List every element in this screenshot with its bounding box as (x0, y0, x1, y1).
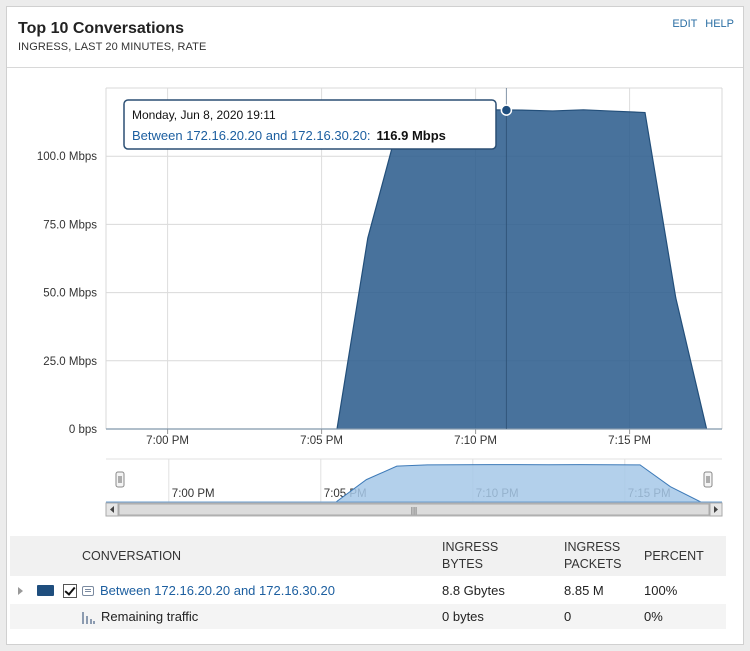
help-link[interactable]: HELP (705, 18, 734, 30)
x-tick-label: 7:05 PM (300, 435, 343, 447)
tooltip-value: 116.9 Mbps (377, 128, 446, 143)
header-links: EDIT HELP (667, 18, 734, 30)
col-ingress-bytes[interactable]: INGRESS BYTES (442, 536, 564, 576)
table-row: Remaining traffic 0 bytes 0 0% (10, 604, 726, 629)
conversations-table: CONVERSATION INGRESS BYTES INGRESS PACKE… (10, 536, 726, 629)
scrollbar-thumb[interactable] (118, 503, 710, 516)
widget-header: Top 10 Conversations INGRESS, LAST 20 MI… (7, 7, 743, 68)
cell-packets: 8.85 M (564, 582, 604, 598)
tooltip-date: Monday, Jun 8, 2020 19:11 (132, 108, 276, 122)
navigator-right-handle[interactable] (703, 471, 713, 488)
tooltip-series-label: Between 172.16.20.20 and 172.16.30.20: (132, 128, 371, 143)
cell-packets: 0 (564, 604, 644, 629)
widget-subtitle: INGRESS, LAST 20 MINUTES, RATE (18, 41, 207, 53)
remaining-traffic-icon (82, 611, 95, 624)
col-ingress-bytes-line2: BYTES (442, 557, 483, 571)
y-tick-label: 100.0 Mbps (37, 151, 97, 163)
scroll-left-arrow-icon (110, 506, 114, 513)
navigator-tick-label: 7:00 PM (172, 488, 215, 500)
y-tick-label: 0 bps (69, 424, 97, 436)
y-tick-label: 75.0 Mbps (43, 219, 97, 231)
series-color-swatch (36, 585, 54, 597)
table-header-row: CONVERSATION INGRESS BYTES INGRESS PACKE… (10, 536, 726, 576)
y-tick-label: 25.0 Mbps (43, 356, 97, 368)
expand-icon[interactable] (18, 586, 23, 595)
col-ingress-packets-line1: INGRESS (564, 540, 621, 554)
x-tick-label: 7:00 PM (146, 435, 189, 447)
navigator-area (108, 464, 716, 503)
edit-link[interactable]: EDIT (672, 18, 698, 30)
hover-point[interactable] (500, 104, 513, 116)
series-area[interactable] (106, 109, 722, 430)
scrollbar-grip-icon: ||| (411, 506, 417, 515)
navigator-left-handle[interactable] (115, 471, 125, 488)
x-tick-label: 7:15 PM (608, 435, 651, 447)
y-tick-label: 50.0 Mbps (43, 288, 97, 300)
widget-title: Top 10 Conversations (18, 20, 184, 37)
col-percent[interactable]: PERCENT (644, 536, 726, 576)
cell-bytes: 8.8 Gbytes (442, 582, 505, 598)
col-ingress-packets[interactable]: INGRESS PACKETS (564, 536, 644, 576)
col-ingress-packets-line2: PACKETS (564, 557, 622, 571)
cell-percent: 0% (644, 604, 726, 629)
col-conversation[interactable]: CONVERSATION (82, 536, 442, 576)
conversation-link[interactable]: Between 172.16.20.20 and 172.16.30.20 (100, 582, 335, 598)
x-tick-label: 7:10 PM (454, 435, 497, 447)
table-row: Between 172.16.20.20 and 172.16.30.20 8.… (10, 576, 726, 604)
cell-percent: 100% (644, 582, 678, 598)
remaining-traffic-label: Remaining traffic (101, 609, 199, 624)
conversation-icon (82, 586, 94, 597)
cell-bytes: 0 bytes (442, 604, 564, 629)
tooltip-box (123, 99, 497, 150)
series-checkbox[interactable] (63, 583, 78, 598)
scroll-right-arrow-icon (714, 506, 718, 513)
col-ingress-bytes-line1: INGRESS (442, 540, 499, 554)
